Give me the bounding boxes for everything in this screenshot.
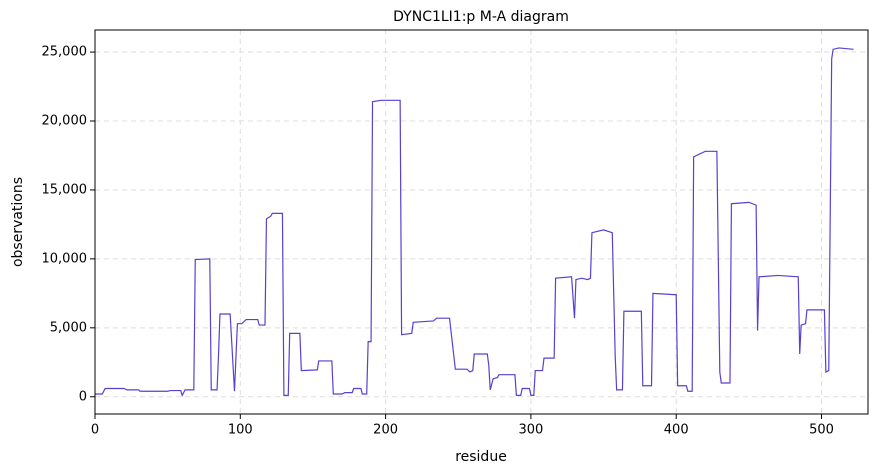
- x-axis-label: residue: [455, 449, 507, 465]
- x-tick-label: 0: [91, 423, 99, 438]
- y-tick-label: 5,000: [50, 320, 87, 335]
- y-axis-label: observations: [10, 177, 26, 267]
- data-line: [95, 47, 854, 397]
- y-tick-label: 10,000: [42, 251, 88, 266]
- y-tick-label: 20,000: [42, 114, 88, 129]
- chart-title: DYNC1LI1:p M-A diagram: [393, 9, 569, 25]
- x-tick-label: 100: [228, 423, 253, 438]
- x-tick-label: 200: [373, 423, 398, 438]
- x-tick-label: 300: [518, 423, 543, 438]
- y-tick-label: 15,000: [42, 182, 88, 197]
- x-tick-label: 500: [809, 423, 834, 438]
- x-tick-label: 400: [664, 423, 689, 438]
- y-tick-label: 0: [79, 389, 87, 404]
- plot-frame: [94, 29, 869, 415]
- y-tick-label: 25,000: [42, 45, 88, 60]
